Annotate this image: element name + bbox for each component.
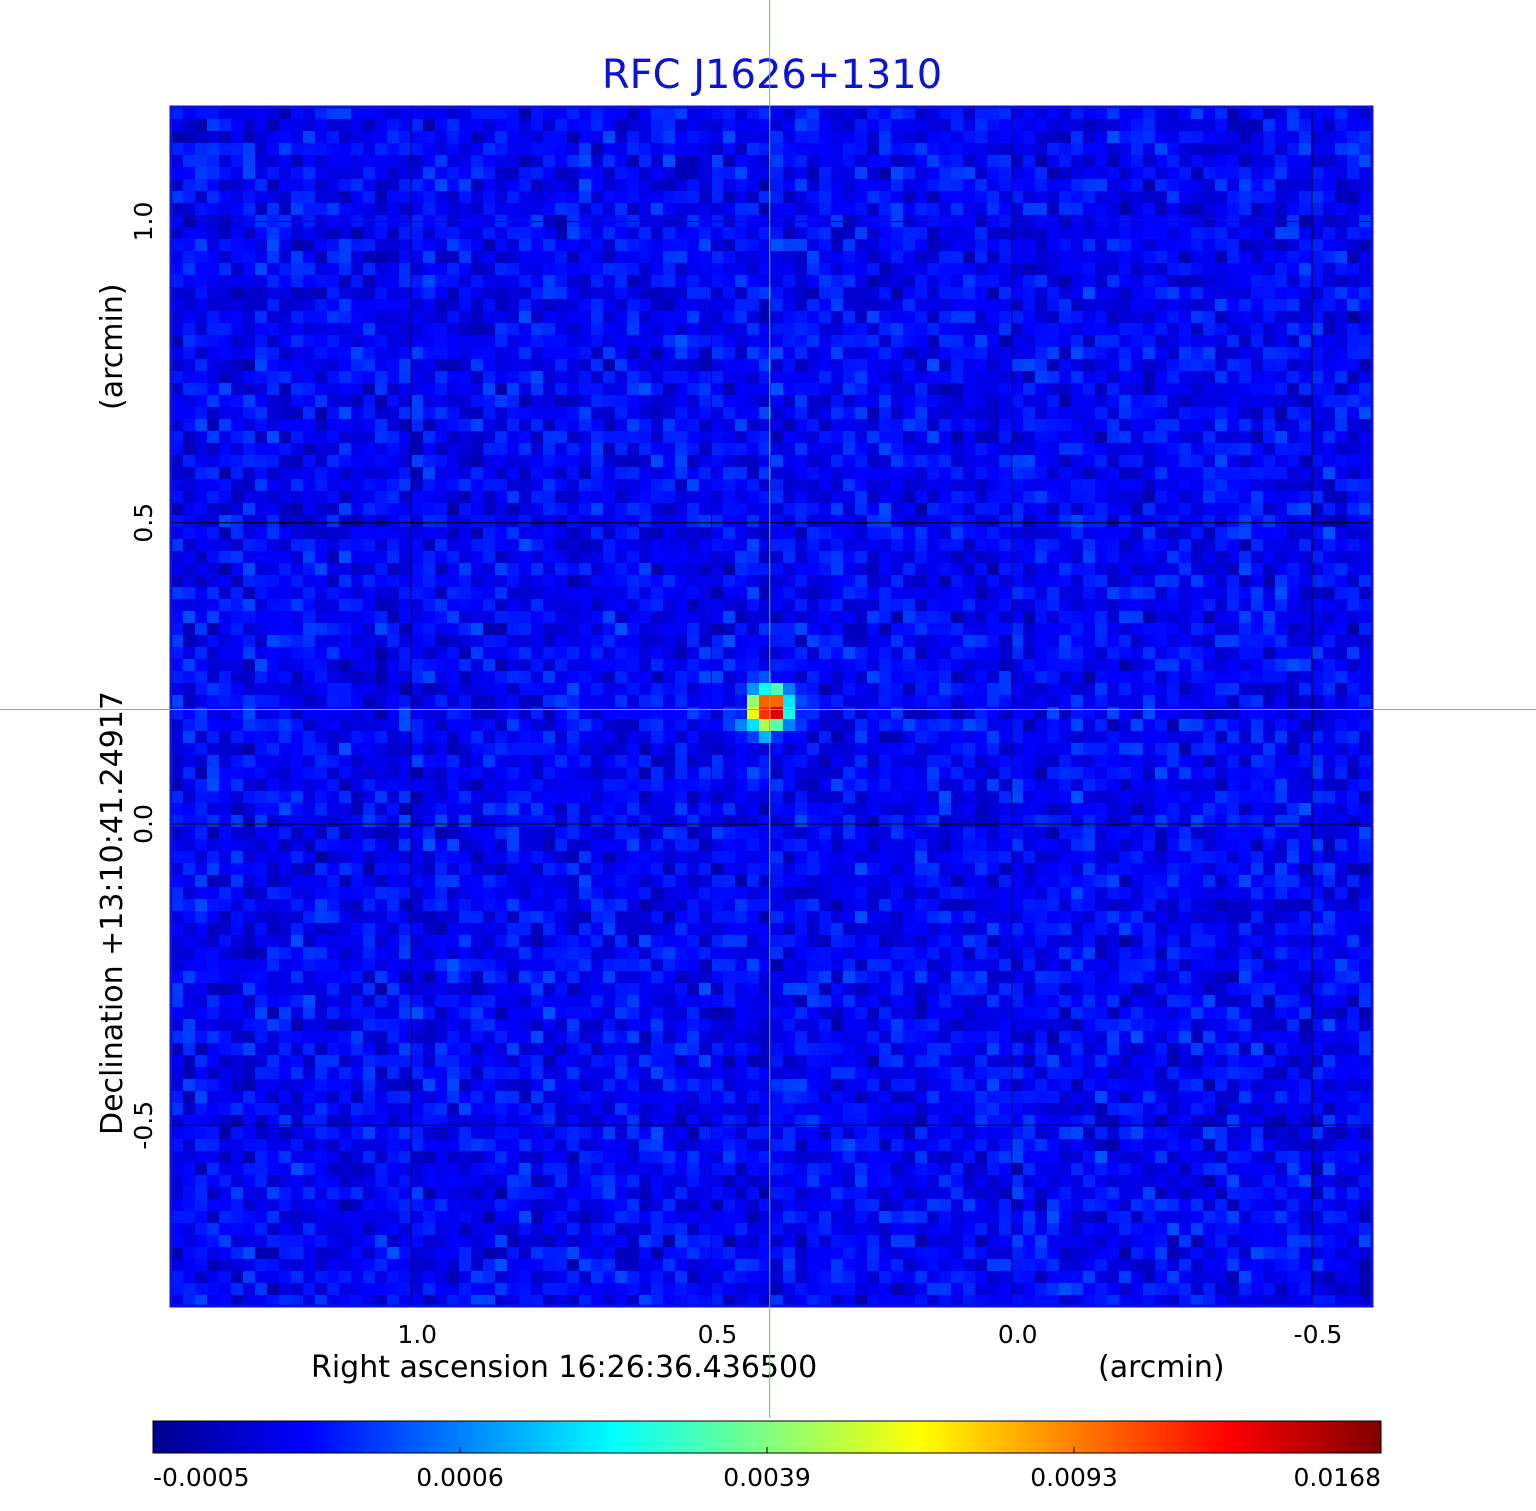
x-tick-label: 0.5 <box>698 1320 738 1349</box>
y-tick-label: -0.5 <box>129 1101 158 1150</box>
y-axis-unit: (arcmin) <box>95 283 130 410</box>
y-tick-label: 1.0 <box>129 202 158 242</box>
intensity-image <box>171 107 1373 1307</box>
colorbar-ticks: -0.0005 0.0006 0.0039 0.0093 0.0168 <box>152 1447 1382 1492</box>
plot-frame <box>169 105 1374 1308</box>
x-tick-label: 1.0 <box>397 1320 437 1349</box>
colorbar-tick-label: 0.0168 <box>1294 1463 1381 1492</box>
crosshair <box>0 0 1536 1418</box>
colorbar-tick-label: 0.0039 <box>723 1463 810 1492</box>
colorbar-tick-label: -0.0005 <box>153 1463 250 1492</box>
y-tick-labels: 1.0 0.5 0.0 -0.5 <box>129 202 158 1150</box>
coordinate-grid <box>171 107 1372 1306</box>
x-axis-unit: (arcmin) <box>1098 1350 1225 1385</box>
x-tick-label: 0.0 <box>998 1320 1038 1349</box>
chart-title: RFC J1626+1310 <box>602 52 942 98</box>
x-axis-label: Right ascension 16:26:36.436500 <box>311 1350 817 1385</box>
y-axis-label: Declination +13:10:41.24917 <box>95 691 130 1135</box>
x-tick-label: -0.5 <box>1294 1320 1343 1349</box>
x-tick-labels: 1.0 0.5 0.0 -0.5 <box>397 1320 1342 1349</box>
y-tick-label: 0.5 <box>129 503 158 543</box>
colorbar-tick-label: 0.0093 <box>1030 1463 1117 1492</box>
colorbar-tick-label: 0.0006 <box>416 1463 503 1492</box>
y-tick-label: 0.0 <box>129 804 158 844</box>
